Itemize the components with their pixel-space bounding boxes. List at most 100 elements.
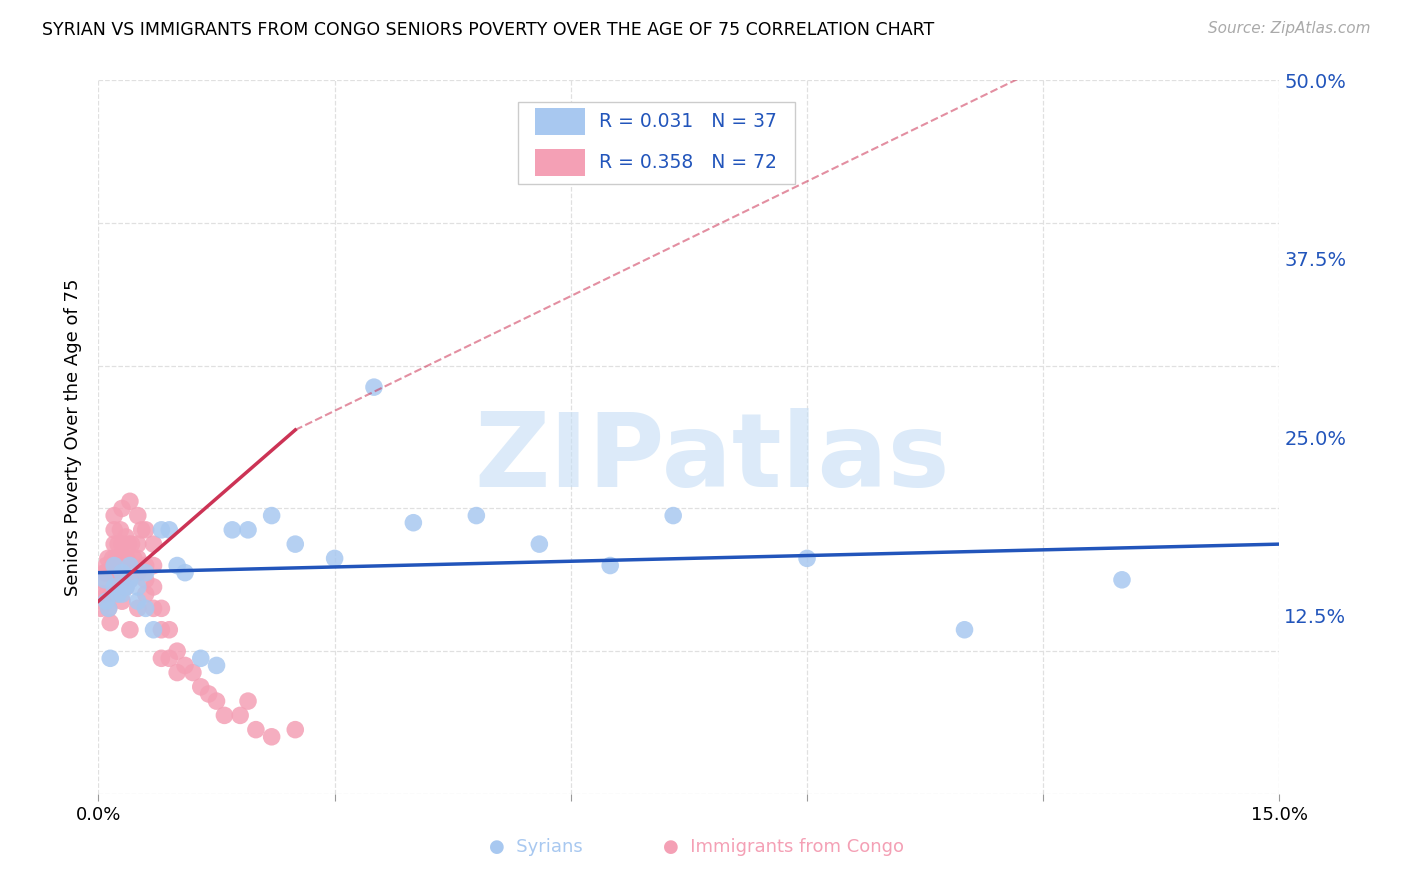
Point — [190, 651, 212, 665]
Point — [135, 558, 157, 573]
Point — [127, 551, 149, 566]
Point — [107, 587, 129, 601]
Point — [150, 623, 173, 637]
Bar — [536, 149, 585, 176]
Point — [150, 651, 173, 665]
Point — [135, 601, 157, 615]
Point — [111, 501, 134, 516]
Point — [142, 601, 165, 615]
Point — [529, 537, 551, 551]
Point — [402, 516, 425, 530]
Point — [236, 694, 259, 708]
Point — [150, 601, 173, 615]
Point — [111, 594, 134, 608]
Point — [101, 551, 124, 566]
Point — [107, 537, 129, 551]
Y-axis label: Seniors Poverty Over the Age of 75: Seniors Poverty Over the Age of 75 — [63, 278, 82, 596]
Point — [118, 573, 141, 587]
Point — [121, 537, 143, 551]
Point — [127, 594, 149, 608]
Point — [127, 566, 149, 580]
Point — [112, 566, 135, 580]
Point — [115, 580, 138, 594]
Point — [127, 537, 149, 551]
Point — [118, 494, 141, 508]
Point — [190, 680, 212, 694]
Point — [118, 558, 141, 573]
Bar — [536, 108, 585, 135]
Point — [599, 558, 621, 573]
Point — [107, 573, 129, 587]
Point — [118, 558, 141, 573]
Point — [465, 508, 488, 523]
Point — [111, 537, 134, 551]
Text: R = 0.031   N = 37: R = 0.031 N = 37 — [599, 112, 778, 131]
Point — [142, 580, 165, 594]
Point — [221, 523, 243, 537]
Point — [150, 523, 173, 537]
Point — [103, 508, 125, 523]
Point — [135, 566, 157, 580]
Point — [96, 587, 118, 601]
Point — [122, 551, 145, 566]
Point — [111, 566, 134, 580]
Point — [284, 537, 307, 551]
Point — [174, 658, 197, 673]
Point — [260, 508, 283, 523]
Point — [115, 580, 138, 594]
Point — [111, 587, 134, 601]
Point — [323, 551, 346, 566]
Point — [197, 687, 219, 701]
Point — [135, 573, 157, 587]
Point — [953, 623, 976, 637]
Point — [104, 551, 127, 566]
Point — [142, 623, 165, 637]
Point — [98, 615, 121, 630]
Point — [142, 558, 165, 573]
Point — [157, 651, 180, 665]
Point — [157, 623, 180, 637]
Point — [96, 594, 118, 608]
Point — [118, 623, 141, 637]
Text: SYRIAN VS IMMIGRANTS FROM CONGO SENIORS POVERTY OVER THE AGE OF 75 CORRELATION C: SYRIAN VS IMMIGRANTS FROM CONGO SENIORS … — [42, 21, 935, 38]
Text: ZIPatlas: ZIPatlas — [475, 408, 950, 509]
Point — [98, 566, 121, 580]
Point — [127, 601, 149, 615]
Point — [111, 558, 134, 573]
Point — [1111, 573, 1133, 587]
Point — [135, 523, 157, 537]
Point — [96, 566, 118, 580]
FancyBboxPatch shape — [517, 102, 796, 184]
Point — [127, 508, 149, 523]
Point — [91, 587, 114, 601]
Point — [115, 530, 138, 544]
Point — [105, 566, 128, 580]
Text: Source: ZipAtlas.com: Source: ZipAtlas.com — [1208, 21, 1371, 36]
Point — [103, 537, 125, 551]
Point — [93, 573, 115, 587]
Point — [205, 694, 228, 708]
Point — [142, 537, 165, 551]
Point — [157, 523, 180, 537]
Point — [284, 723, 307, 737]
Point — [229, 708, 252, 723]
Point — [103, 523, 125, 537]
Point — [103, 566, 125, 580]
Point — [245, 723, 267, 737]
Point — [111, 573, 134, 587]
Point — [98, 651, 121, 665]
Point — [108, 551, 131, 566]
Point — [205, 658, 228, 673]
Point — [91, 573, 114, 587]
Text: ●  Immigrants from Congo: ● Immigrants from Congo — [662, 838, 904, 856]
Point — [166, 665, 188, 680]
Point — [97, 601, 120, 615]
Point — [90, 601, 112, 615]
Point — [114, 551, 136, 566]
Point — [103, 580, 125, 594]
Point — [181, 665, 204, 680]
Point — [363, 380, 385, 394]
Point — [100, 587, 122, 601]
Point — [117, 537, 139, 551]
Point — [236, 523, 259, 537]
